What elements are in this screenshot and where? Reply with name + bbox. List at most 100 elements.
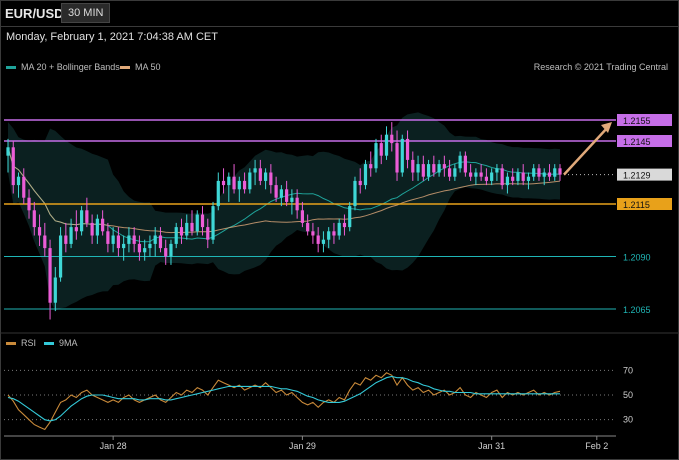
candle-body	[32, 210, 36, 228]
candle-body	[195, 214, 199, 232]
candle-body	[206, 227, 210, 240]
candle-body	[547, 172, 552, 177]
timestamp: Monday, February 1, 2021 7:04:38 AM CET	[6, 31, 218, 43]
candle-body	[400, 138, 404, 173]
candle-body	[421, 164, 425, 177]
candle-body	[132, 235, 136, 244]
level-label-1.2155: 1.2155	[623, 116, 651, 126]
candle-body	[379, 143, 383, 156]
candle-body	[48, 248, 52, 303]
candle-body	[242, 180, 247, 190]
candle-body	[300, 210, 304, 223]
candle-body	[11, 147, 15, 186]
legend-swatch-ma50	[120, 66, 130, 70]
candle-body	[395, 143, 399, 173]
candle-body	[58, 235, 63, 278]
candle-body	[442, 164, 446, 169]
candle-body	[405, 138, 410, 160]
level-label-1.2145: 1.2145	[623, 137, 651, 147]
candle-body	[143, 248, 147, 253]
candle-body	[253, 168, 257, 173]
interval-button[interactable]: 30 MIN	[61, 3, 111, 23]
candle-body	[416, 164, 420, 173]
candle-body	[390, 134, 394, 144]
candle-body	[490, 172, 494, 181]
candle-body	[469, 172, 473, 177]
legend-item-bollinger: MA 20 + Bollinger Bands	[6, 62, 120, 72]
candle-body	[269, 172, 273, 186]
level-tag-1.2155	[617, 114, 672, 126]
candle-body	[153, 235, 157, 244]
candle-body	[337, 222, 341, 236]
candle-body	[27, 197, 31, 211]
level-label-1.2129: 1.2129	[623, 171, 651, 181]
level-label-1.2115: 1.2115	[623, 200, 650, 210]
candle-body	[285, 189, 289, 202]
candle-body	[6, 147, 10, 156]
candle-body	[311, 231, 315, 236]
candle-body	[264, 172, 268, 181]
legend-swatch-rsi	[6, 342, 16, 346]
candle-body	[353, 180, 357, 207]
candle-body	[484, 176, 488, 181]
candle-body	[511, 176, 515, 181]
candle-body	[64, 235, 68, 244]
candle-body	[258, 168, 262, 181]
candle-body	[348, 206, 352, 228]
candle-body	[374, 143, 378, 169]
legend-swatch-9ma	[44, 342, 54, 346]
candle-body	[479, 172, 483, 177]
x-tick-label: Jan 28	[100, 441, 127, 451]
x-tick-label: Feb 2	[585, 441, 608, 451]
rsi-tick-label: 30	[623, 415, 633, 425]
candle-body	[43, 235, 47, 249]
candle-body	[327, 231, 331, 240]
candle-body	[448, 168, 452, 177]
x-tick-label: Jan 29	[289, 441, 316, 451]
candle-body	[295, 197, 299, 211]
candle-body	[101, 218, 105, 232]
legend-item-9ma: 9MA	[44, 338, 78, 348]
candle-body	[53, 277, 57, 303]
rsi-tick-label: 70	[623, 365, 633, 375]
symbol-label: EUR/USD	[5, 6, 64, 21]
candle-body	[106, 231, 110, 244]
candle-body	[164, 248, 168, 257]
candle-body	[369, 164, 373, 169]
candle-body	[532, 168, 536, 177]
bollinger-band	[8, 112, 560, 311]
ma50-line	[7, 147, 561, 234]
candle-body	[521, 172, 525, 181]
candle-body	[216, 180, 220, 207]
candle-body	[90, 222, 94, 236]
candle-body	[80, 210, 84, 232]
candle-body	[516, 172, 520, 181]
candle-body	[290, 197, 294, 202]
candle-body	[363, 164, 368, 186]
legend-label-bollinger: MA 20 + Bollinger Bands	[21, 62, 120, 72]
candle-body	[116, 235, 120, 249]
rsi-tick-label: 50	[623, 390, 633, 400]
candle-body	[158, 235, 163, 249]
candle-body	[174, 227, 178, 244]
candle-body	[458, 155, 462, 169]
candle-body	[74, 227, 78, 232]
candle-body	[332, 231, 336, 236]
candle-body	[432, 164, 436, 173]
candle-body	[227, 176, 231, 186]
candle-body	[211, 206, 215, 240]
candle-body	[411, 159, 415, 173]
candle-body	[111, 235, 115, 244]
candle-body	[232, 176, 236, 190]
candle-body	[306, 222, 310, 232]
level-tag-1.2115	[617, 198, 672, 210]
candle-body	[122, 243, 126, 249]
candle-body	[505, 176, 510, 186]
candle-body	[69, 227, 73, 244]
rsi-series-RSI	[7, 372, 561, 431]
candle-body	[384, 134, 389, 156]
credit-text: Research © 2021 Trading Central	[533, 62, 668, 72]
candle-body	[321, 239, 326, 244]
rsi-series-9MA	[7, 375, 560, 422]
